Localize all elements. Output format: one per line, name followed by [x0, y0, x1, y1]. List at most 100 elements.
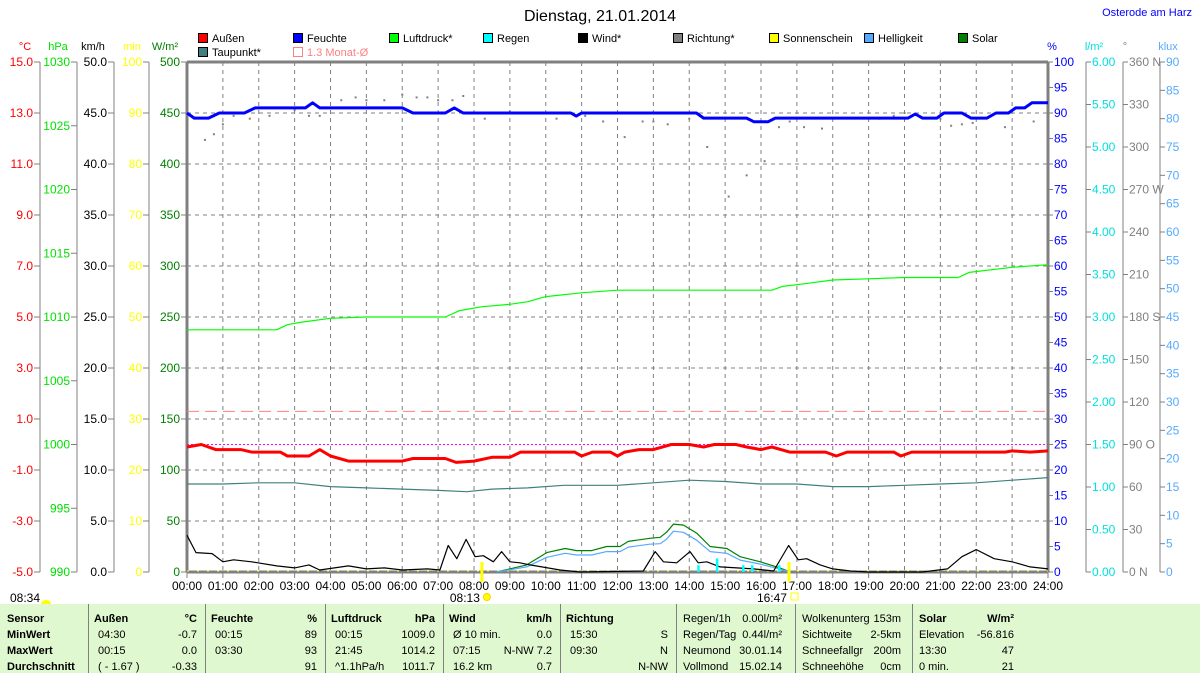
x-axis-tick-label: 06:00 — [387, 579, 417, 593]
luftdruck-value: 1009.0 — [401, 629, 435, 641]
series-line-solar — [496, 523, 791, 573]
axis-tick-label: 90 O — [1129, 438, 1155, 452]
series-line-luftdruck — [187, 264, 1049, 331]
x-axis-tick-label: 11:00 — [567, 579, 596, 593]
series-line-helligkeit — [496, 530, 791, 573]
regen-value: 15.02.14 — [739, 661, 782, 673]
axis-tick-label: 1.00 — [1092, 480, 1116, 494]
series-line-feuchte — [186, 101, 1048, 124]
rain-bar — [742, 565, 745, 572]
row-label: MaxWert — [7, 645, 53, 657]
axis-tick-label: 50 — [1166, 282, 1180, 296]
rain-bar — [697, 565, 700, 572]
axis-tick-label: 300 — [1129, 140, 1149, 154]
wolken-value: 153m — [873, 613, 901, 625]
axis-tick-label: 150 — [160, 412, 180, 426]
axis-tick-label: 1025 — [43, 119, 70, 133]
direction-point — [652, 120, 655, 123]
aussen-unit: °C — [184, 613, 197, 625]
axis-tick-label: 0 — [1166, 565, 1173, 579]
axis-tick-label: 20 — [1054, 463, 1068, 477]
sunset-marker — [787, 562, 791, 582]
feuchte-unit: % — [307, 613, 317, 625]
sunrise-marker — [480, 562, 484, 582]
legend-swatch — [673, 33, 683, 43]
column-divider — [912, 604, 913, 673]
axis-tick-label: 30 — [129, 412, 143, 426]
axis-tick-label: 5.0 — [16, 310, 33, 324]
direction-point — [763, 160, 766, 163]
direction-point — [960, 123, 963, 126]
axis-tick-label: 30 — [1129, 523, 1143, 537]
axis-unit-label: km/h — [81, 41, 105, 53]
solar-label: 0 min. — [919, 661, 949, 673]
x-axis-tick-label: 17:00 — [782, 579, 812, 593]
x-axis-tick-label: 09:00 — [495, 579, 525, 593]
column-divider — [325, 604, 326, 673]
luftdruck-value: 1011.7 — [402, 661, 435, 673]
axis-tick-label: 90 — [129, 106, 143, 120]
axis-tick-label: 75 — [1054, 183, 1068, 197]
axis-unit-label: °C — [19, 41, 31, 53]
regen-label: Regen/Tag — [683, 629, 737, 641]
axis-tick-label: 1010 — [43, 310, 70, 324]
direction-point — [483, 117, 486, 120]
wolken-value: 200m — [873, 645, 901, 657]
direction-point — [437, 99, 440, 102]
direction-point — [212, 133, 215, 136]
axis-tick-label: 25.0 — [84, 310, 108, 324]
x-axis-tick-label: 21:00 — [925, 579, 955, 593]
aussen-value: 0.0 — [181, 645, 197, 657]
row-label: MinWert — [7, 629, 51, 641]
legend-label: Regen — [497, 33, 529, 45]
solar-label: Elevation — [919, 629, 965, 641]
axis-tick-label: 15 — [1054, 489, 1068, 503]
legend-label: Richtung* — [687, 33, 735, 45]
feuchte-header: Feuchte — [211, 613, 254, 625]
axis-tick-label: 90 — [1166, 55, 1180, 69]
axis-tick-label: 40 — [1054, 361, 1068, 375]
legend-label: Solar — [972, 33, 998, 45]
axis-tick-label: 6.00 — [1092, 55, 1116, 69]
axis-unit-label: % — [1047, 41, 1057, 53]
row-label: Durchschnitt — [7, 661, 75, 673]
solar-value: 21 — [1001, 661, 1014, 673]
legend-label: Luftdruck* — [403, 33, 453, 45]
direction-point — [727, 195, 730, 198]
axis-tick-label: 80 — [1166, 112, 1180, 126]
axis-tick-label: 1000 — [43, 438, 70, 452]
rain-bar — [777, 565, 781, 572]
axis-tick-label: 7.0 — [16, 259, 33, 273]
wolken-value: 0cm — [880, 661, 901, 673]
axis-tick-label: 90 — [1054, 106, 1068, 120]
direction-point — [1032, 120, 1035, 123]
axis-tick-label: 11.0 — [11, 157, 34, 171]
direction-point — [641, 120, 644, 123]
axis-tick-label: -1.0 — [12, 463, 33, 477]
direction-point — [623, 136, 626, 139]
regen-value: 0.44l/m² — [742, 629, 782, 641]
axis-tick-label: 120 — [1129, 395, 1149, 409]
x-axis-tick-label: 01:00 — [208, 579, 238, 593]
axis-tick-label: 2.00 — [1092, 395, 1116, 409]
richtung-value: N — [660, 645, 668, 657]
daylight-icon — [41, 600, 51, 604]
direction-point — [950, 124, 953, 127]
feuchte-time: 00:15 — [215, 629, 243, 641]
axis-tick-label: 240 — [1129, 225, 1149, 239]
axis-tick-label: -5.0 — [12, 565, 33, 579]
aussen-value: -0.7 — [178, 629, 197, 641]
axis-tick-label: 15 — [1166, 480, 1180, 494]
legend-label: Helligkeit — [878, 33, 923, 45]
direction-point — [777, 126, 780, 129]
richtung-value: S — [660, 629, 668, 641]
luftdruck-value: 1014.2 — [401, 645, 435, 657]
wolken-value: 2-5km — [870, 629, 901, 641]
direction-point — [706, 146, 709, 148]
x-axis-tick-label: 18:00 — [818, 579, 848, 593]
x-axis-tick-label: 15:00 — [710, 579, 740, 593]
axis-tick-label: 100 — [160, 463, 180, 477]
wolken-label: Schneehöhe — [802, 661, 864, 673]
direction-point — [584, 114, 587, 117]
axis-tick-label: 210 — [1129, 268, 1149, 282]
